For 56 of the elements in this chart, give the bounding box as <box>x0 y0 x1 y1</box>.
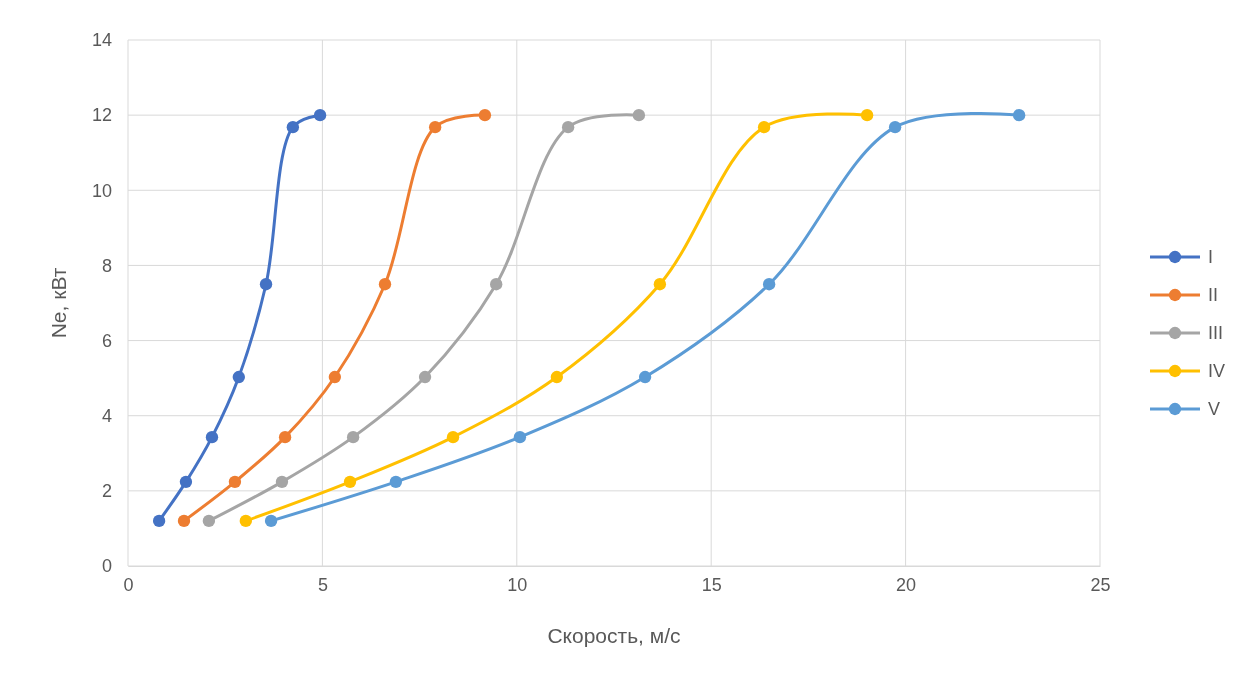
point <box>202 514 216 528</box>
x-tick-label: 10 <box>507 574 528 595</box>
legend-label: III <box>1208 323 1224 343</box>
legend-label: V <box>1208 399 1221 419</box>
x-tick-label: 15 <box>701 574 722 595</box>
point <box>418 370 432 384</box>
x-tick-label: 20 <box>896 574 917 595</box>
point <box>1012 108 1026 122</box>
point <box>757 121 771 134</box>
point <box>632 108 646 122</box>
y-tick-label: 14 <box>91 30 112 51</box>
legend-label: I <box>1208 247 1214 267</box>
y-tick-label: 4 <box>101 405 112 426</box>
point <box>378 278 392 291</box>
legend-label: II <box>1208 285 1219 305</box>
point <box>228 475 242 489</box>
point <box>638 370 652 384</box>
x-tick-label: 0 <box>123 574 134 595</box>
point <box>232 370 245 384</box>
point <box>888 121 902 134</box>
y-tick-label: 6 <box>101 330 112 351</box>
point <box>278 430 292 444</box>
x-tick-label: 5 <box>317 574 328 595</box>
point <box>343 475 357 489</box>
y-axis-title: Ne, кВт <box>47 267 70 339</box>
x-axis-title: Скорость, м/с <box>547 624 681 647</box>
y-tick-label: 2 <box>101 481 112 502</box>
point <box>313 108 327 122</box>
point <box>428 121 442 134</box>
y-tick-label: 8 <box>101 255 112 276</box>
y-tick-label: 10 <box>91 180 112 201</box>
point <box>346 430 360 444</box>
point <box>478 108 492 122</box>
point <box>179 475 193 489</box>
point <box>446 430 460 444</box>
point <box>264 514 278 528</box>
y-tick-label: 0 <box>101 556 112 577</box>
point <box>389 475 403 489</box>
point <box>286 121 300 134</box>
point <box>259 278 273 291</box>
point <box>860 108 874 122</box>
point <box>275 475 289 489</box>
point <box>550 370 564 384</box>
point <box>328 370 342 384</box>
point <box>152 514 166 528</box>
point <box>762 278 776 291</box>
point <box>205 430 219 444</box>
legend-label: IV <box>1208 361 1226 381</box>
point <box>239 514 252 528</box>
point <box>177 514 191 528</box>
point <box>653 278 667 291</box>
point <box>561 121 575 134</box>
x-tick-label: 25 <box>1090 574 1111 595</box>
point <box>513 430 527 444</box>
point <box>490 278 503 291</box>
y-tick-label: 12 <box>91 105 112 126</box>
